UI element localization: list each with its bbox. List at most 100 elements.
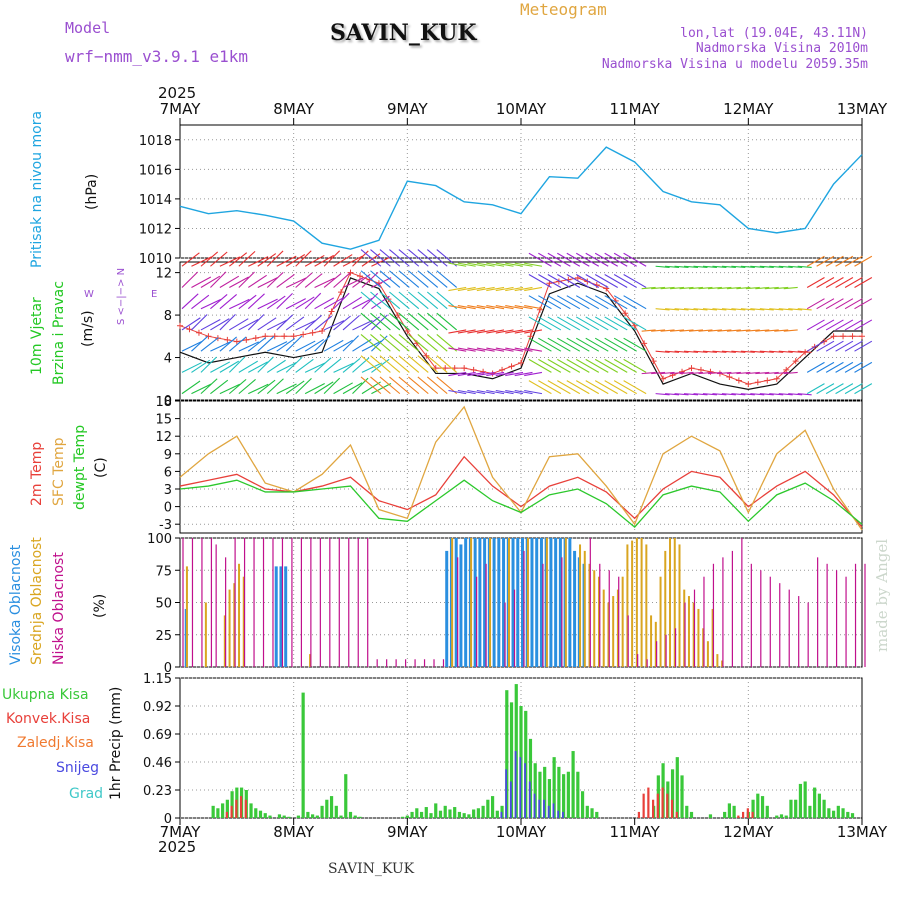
wind-arrow [788,350,803,353]
precip-total-bar [723,811,727,818]
precip-total-bar [779,814,784,818]
wind-arrow [514,305,533,310]
wind-arrow [806,383,825,395]
wind-arrow [816,277,835,288]
wind-arrow [360,270,382,288]
wind-arrow [229,336,247,352]
wind-arrow [688,286,704,290]
wind-arrow [740,265,755,269]
wind-arrow [524,371,543,377]
precip-total-bar [846,811,850,818]
wind-arrow [219,313,236,331]
wind-arrow [248,256,269,267]
wind-arrow [712,393,727,396]
precip-total-bar [434,803,438,818]
wind-arrow [660,371,675,375]
wind-arrow [219,336,237,352]
wind-arrow [528,295,552,310]
precip-total-bar [505,690,509,818]
wind-arrow [585,252,609,267]
cloud-low-bar [272,538,274,667]
wind-arrow [524,305,543,310]
wind-arrow [238,341,259,352]
cloud-mid-bar [238,563,241,667]
wind-arrow [566,316,590,331]
wind-arrow [247,337,267,352]
wind-arrow [191,314,208,331]
gust-marker [726,374,733,380]
cloud-high-bar [535,538,539,667]
cloud-mid-bar [588,563,591,667]
wind-arrow [665,393,680,396]
wind-arrow [721,350,736,353]
wind-arrow [486,347,505,352]
wind-arrow [844,298,863,310]
wind-arrow [788,308,803,311]
cloud-high-bar [473,538,477,667]
wind-arrow [825,319,844,331]
wind-arrow [457,262,476,267]
wind-arrow [674,308,689,311]
wind-arrow [448,389,467,395]
wind-arrow [408,355,429,373]
wind-arrow [825,255,844,267]
wind-arrow [769,308,784,311]
wind-arrow [594,274,618,288]
wind-arrow [266,271,284,288]
cloud-mid-bar [631,540,634,667]
wind-arrow [248,383,269,395]
cloud-mid-bar [489,538,492,667]
gust-marker [224,336,231,343]
wind-arrow [323,339,344,352]
wind-arrow [750,265,765,269]
top-year: 2025 [158,84,197,102]
wind-arrow [604,295,628,310]
wind-arrow [285,316,305,331]
wind-arrow [276,255,297,267]
cloud-low-bar [703,576,705,667]
cloud-low-bar [665,634,667,667]
precip-total-bar [211,805,215,818]
wind-arrow [816,298,835,310]
wind-arrow [655,265,670,269]
wind-arrow [229,318,249,331]
wind-arrow [755,371,770,375]
wind-arrow [191,294,210,310]
cloud-mid-bar [607,602,610,667]
precip-snow-bar [547,805,550,818]
wind-arrow [398,312,420,331]
wind-arrow [495,389,514,395]
gust-marker [773,375,780,382]
wind-arrow [693,393,708,396]
wind-arrow [755,329,770,332]
wind-arrow [806,298,825,310]
wind-arrow [285,277,307,288]
cloud-low-bar [423,659,426,667]
bottom-day-label: 11MAY [610,823,661,841]
precip-total-bar [670,769,675,818]
precip-ytick-label: 0 [164,812,172,827]
wind-arrow [604,252,628,267]
wind-arrow [566,337,590,352]
cloud-mid-bar [692,602,695,667]
wind-arrow [379,249,401,267]
wind-arrow [604,274,628,288]
gust-marker [319,328,326,334]
wind-arrow [361,381,381,395]
gust-marker [461,365,468,372]
cloud-mid-bar [702,628,705,667]
cloud-low-bar [826,563,828,667]
wind-arrow [304,362,326,373]
wind-arrow [670,371,685,375]
precip-total-bar [467,814,471,818]
cloud-high-bar [502,538,506,667]
precip-conv-bar [656,793,659,818]
precip-total-bar [472,809,476,818]
wind-arrow [759,350,774,353]
precip-total-bar [680,775,684,818]
wind-arrow [594,380,618,395]
wind-arrow [623,358,647,373]
wind-ytick-label: 4 [164,352,172,367]
precip-conv-bar [675,811,678,818]
cloud-high-bar [549,538,553,667]
